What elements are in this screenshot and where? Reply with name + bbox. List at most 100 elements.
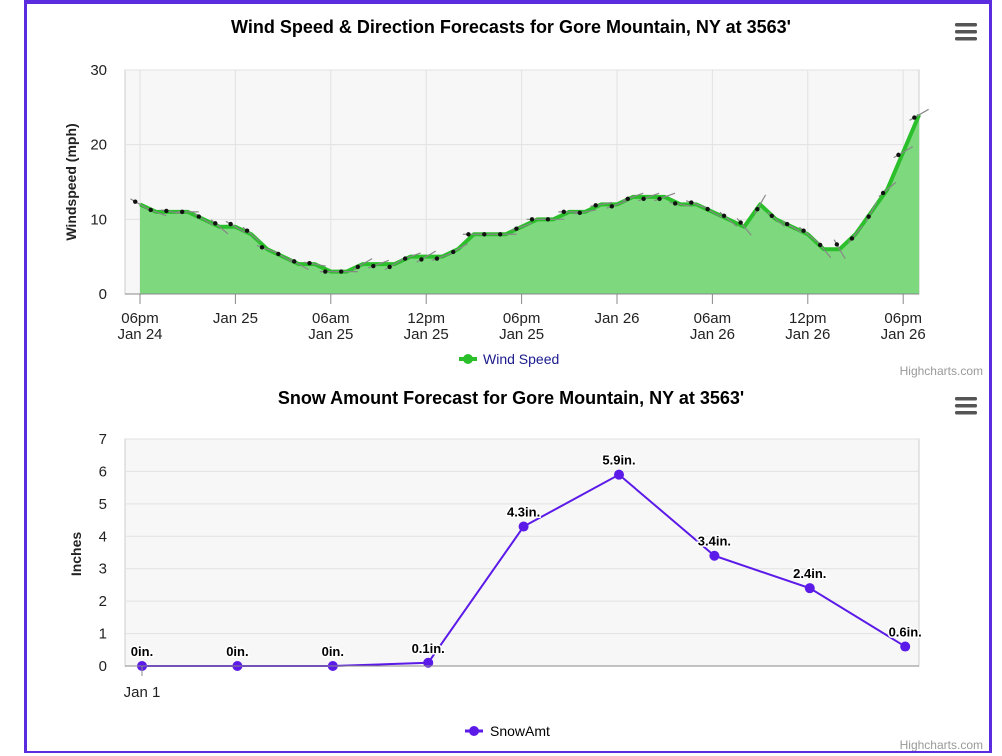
wind-direction-arrow-head [482, 232, 487, 237]
wind-chart: Wind Speed & Direction Forecasts for Gor… [63, 17, 983, 378]
wind-direction-arrow-head [148, 207, 153, 213]
wind-chart-menu-button[interactable] [955, 23, 977, 41]
snow-y-tick-label: 7 [99, 431, 107, 448]
wind-direction-arrow-head [849, 236, 855, 241]
snow-y-tick-label: 0 [99, 658, 107, 675]
snow-chart-title: Snow Amount Forecast for Gore Mountain, … [278, 388, 744, 408]
snow-legend[interactable]: SnowAmt [465, 723, 550, 739]
wind-direction-arrow-head [880, 190, 886, 196]
snow-credits[interactable]: Highcharts.com [900, 738, 983, 752]
wind-direction-arrow-head [371, 263, 376, 269]
snow-chart-menu-button[interactable] [955, 397, 977, 415]
wind-direction-arrow-head [307, 260, 312, 266]
wind-x-tick-label: Jan 26 [881, 326, 926, 343]
snow-plot-area: 0 1 2 3 4 5 6 7 0in. 0in. 0in. 0.1in. 4.3in. 5.9in. 3.… [99, 431, 924, 701]
wind-x-tick-label: Jan 26 [785, 326, 830, 343]
wind-direction-arrow-head [514, 226, 519, 231]
wind-x-tick-label: 06pm [884, 310, 922, 327]
snow-data-label: 3.4in. [698, 534, 731, 549]
snow-data-point [709, 550, 720, 561]
wind-y-tick-label: 20 [90, 137, 107, 154]
wind-direction-arrow-head [434, 256, 440, 261]
wind-direction-arrow-head [387, 264, 392, 270]
wind-direction-arrow-head [721, 213, 727, 218]
wind-direction-arrow-head [625, 196, 630, 202]
snow-data-label: 5.9in. [602, 453, 635, 468]
snow-data-point [804, 583, 815, 594]
wind-x-tick-label: 06pm [503, 310, 541, 327]
wind-direction-arrow-head [641, 196, 646, 202]
wind-y-tick-label: 10 [90, 211, 107, 228]
wind-direction-arrow-head [784, 221, 790, 227]
wind-direction-arrow-head [657, 196, 662, 202]
wind-legend-label: Wind Speed [483, 351, 559, 367]
snow-y-tick-label: 5 [99, 496, 107, 513]
snow-data-point [423, 657, 434, 668]
wind-x-tick-label: Jan 25 [404, 326, 449, 343]
snow-data-label: 0.1in. [412, 641, 445, 656]
wind-x-tick-label: Jan 25 [499, 326, 544, 343]
wind-direction-arrow-head [738, 220, 743, 225]
wind-direction-arrow-head [609, 204, 615, 209]
wind-direction-arrow-head [912, 115, 917, 120]
wind-direction-arrow-head [402, 256, 408, 261]
wind-direction-arrow-head [419, 257, 424, 262]
wind-direction-arrow-head [545, 217, 551, 222]
snow-chart-panel: Snow Amount Forecast for Gore Mountain, … [24, 378, 992, 753]
snow-y-tick-label: 2 [99, 593, 107, 610]
snow-data-label: 0in. [322, 644, 344, 659]
wind-x-tick-label: 12pm [789, 310, 827, 327]
wind-direction-arrow-head [292, 259, 297, 264]
wind-x-tick-label: 06am [694, 310, 732, 327]
snow-y-tick-label: 6 [99, 463, 107, 480]
snow-chart: Snow Amount Forecast for Gore Mountain, … [68, 388, 983, 752]
wind-y-tick-label: 30 [90, 62, 107, 79]
snow-y-tick-label: 3 [99, 561, 107, 578]
wind-direction-arrow-head [451, 249, 456, 255]
wind-x-tick-label: Jan 26 [594, 310, 639, 327]
snow-y-axis-title: Inches [68, 532, 84, 577]
snow-data-label: 2.4in. [793, 566, 826, 581]
wind-direction-arrow-head [755, 206, 760, 212]
wind-direction-arrow-head [164, 208, 169, 214]
wind-x-tick-label: Jan 26 [690, 326, 735, 343]
wind-direction-arrow-head [133, 199, 138, 204]
wind-direction-arrow-head [705, 206, 710, 212]
wind-chart-title: Wind Speed & Direction Forecasts for Gor… [231, 17, 791, 37]
snow-plot-background [124, 438, 920, 667]
wind-direction-arrow-head [228, 221, 233, 227]
wind-direction-arrow-head [529, 217, 535, 222]
wind-credits[interactable]: Highcharts.com [900, 364, 983, 378]
snow-data-label: 0in. [226, 644, 248, 659]
wind-x-tick-label: 06pm [121, 310, 159, 327]
wind-direction-arrow-head [561, 209, 566, 215]
wind-x-tick-label: 12pm [407, 310, 445, 327]
wind-direction-arrow-head [896, 152, 901, 158]
snow-data-label: 0.6in. [889, 625, 922, 640]
snow-x-tick-label: Jan 1 [124, 684, 161, 701]
wind-direction-arrow-head [577, 210, 582, 216]
wind-direction-arrow-head [834, 242, 840, 247]
snow-legend-label: SnowAmt [490, 723, 550, 739]
snow-y-tick-label: 4 [99, 528, 107, 545]
wind-direction-arrow-head [244, 228, 250, 233]
wind-x-tick-label: Jan 24 [117, 326, 162, 343]
wind-direction-arrow-head [180, 209, 185, 215]
wind-direction-arrow-head [593, 203, 598, 208]
snow-data-label: 0in. [131, 644, 153, 659]
wind-direction-arrow-head [196, 214, 202, 219]
wind-x-tick-label: 06am [312, 310, 350, 327]
snow-data-label: 4.3in. [507, 505, 540, 520]
wind-area [140, 114, 920, 294]
wind-direction-arrow-head [689, 200, 694, 205]
wind-direction-arrow-head [769, 213, 774, 218]
snow-data-point [900, 641, 911, 652]
wind-direction-arrow-head [213, 221, 218, 226]
wind-legend-marker [463, 354, 473, 364]
wind-x-tick-label: Jan 25 [308, 326, 353, 343]
wind-legend[interactable]: Wind Speed [459, 351, 559, 367]
wind-direction-arrow-head [498, 232, 503, 237]
wind-x-tick-label: Jan 25 [213, 310, 258, 327]
wind-direction-arrow-head [355, 264, 361, 270]
